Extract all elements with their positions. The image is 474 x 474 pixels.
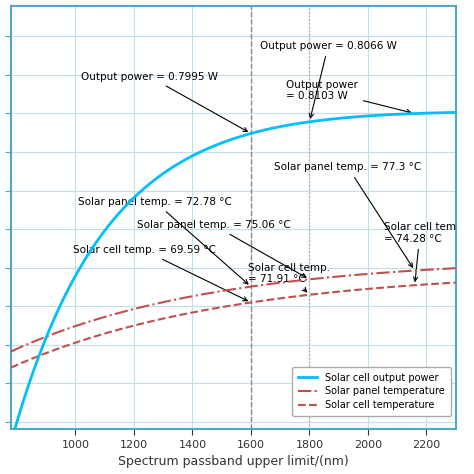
Solar cell output power <box>270 125 276 131</box>
Text: Solar panel temp. = 72.78 °C: Solar panel temp. = 72.78 °C <box>78 197 248 284</box>
Text: Solar cell temp.
= 71.91 °C: Solar cell temp. = 71.91 °C <box>248 263 330 292</box>
X-axis label: Spectrum passband upper limit/(nm): Spectrum passband upper limit/(nm) <box>118 456 349 468</box>
Solar cell temperature <box>305 292 311 298</box>
Legend: Solar cell output power, Solar panel temperature, Solar cell temperature: Solar cell output power, Solar panel tem… <box>292 367 451 416</box>
Solar cell temperature <box>453 280 458 285</box>
Text: Output power = 0.8066 W: Output power = 0.8066 W <box>260 41 397 118</box>
Solar cell temperature <box>210 306 215 311</box>
Solar panel temperature <box>123 309 128 314</box>
Solar panel temperature <box>270 281 276 286</box>
Solar cell temperature <box>87 335 92 341</box>
Solar cell temperature <box>8 365 14 370</box>
Solar cell output power <box>8 439 14 445</box>
Solar panel temperature <box>87 319 92 324</box>
Text: Solar cell temp. = 69.59 °C: Solar cell temp. = 69.59 °C <box>73 245 247 301</box>
Line: Solar cell temperature: Solar cell temperature <box>11 283 456 367</box>
Text: Solar panel temp. = 75.06 °C: Solar panel temp. = 75.06 °C <box>137 220 306 277</box>
Solar panel temperature <box>210 290 215 295</box>
Line: Solar cell output power: Solar cell output power <box>11 112 456 442</box>
Solar cell output power <box>453 109 458 115</box>
Text: Solar panel temp. = 77.3 °C: Solar panel temp. = 77.3 °C <box>274 163 421 267</box>
Solar cell output power <box>87 249 92 255</box>
Solar cell output power <box>210 144 215 149</box>
Solar panel temperature <box>305 277 311 283</box>
Text: Solar cell tem
= 74.28 °C: Solar cell tem = 74.28 °C <box>384 222 456 281</box>
Solar panel temperature <box>343 273 349 279</box>
Solar cell output power <box>305 119 311 125</box>
Text: Output power = 0.7995 W: Output power = 0.7995 W <box>82 72 247 131</box>
Solar cell temperature <box>270 296 276 302</box>
Solar cell temperature <box>343 288 349 294</box>
Solar panel temperature <box>453 265 458 271</box>
Solar cell output power <box>123 203 128 209</box>
Solar cell output power <box>343 115 349 120</box>
Text: Output power
= 0.8103 W: Output power = 0.8103 W <box>286 80 411 114</box>
Solar panel temperature <box>8 348 14 354</box>
Line: Solar panel temperature: Solar panel temperature <box>11 268 456 351</box>
Solar cell temperature <box>123 325 128 331</box>
